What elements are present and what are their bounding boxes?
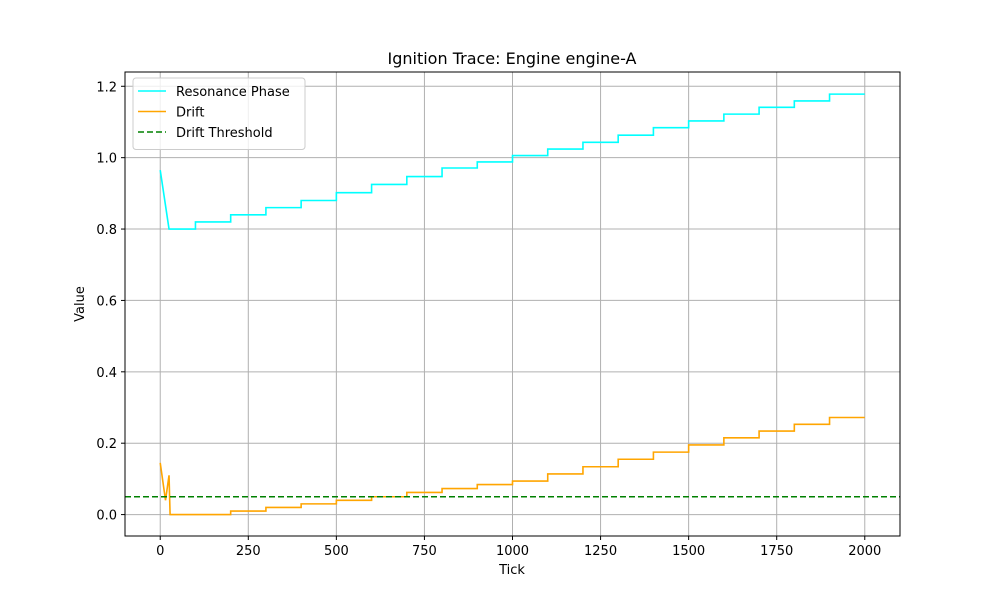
y-tick-label: 0.6 xyxy=(96,294,117,309)
y-tick-label: 0.2 xyxy=(96,437,117,452)
chart-title: Ignition Trace: Engine engine-A xyxy=(388,49,637,68)
legend-box xyxy=(132,77,306,150)
x-tick-label: 1750 xyxy=(760,544,793,559)
x-axis-label: Tick xyxy=(498,563,525,578)
x-tick-label: 1000 xyxy=(496,544,529,559)
x-tick-label: 500 xyxy=(324,544,349,559)
ticks: 0 250 500 750 1000 1250 1500 1750 2000 0.0 0.2 0.4 0… xyxy=(96,80,881,559)
x-tick-label: 1250 xyxy=(584,544,617,559)
x-tick-label: 0 xyxy=(156,544,164,559)
drift-line xyxy=(159,416,865,516)
y-tick-label: 1.0 xyxy=(96,152,117,167)
resonance-phase-line xyxy=(159,93,865,230)
x-tick-label: 1500 xyxy=(672,544,705,559)
x-tick-label: 750 xyxy=(412,544,437,559)
y-tick-label: 0.8 xyxy=(96,223,117,238)
x-tick-label: 250 xyxy=(236,544,261,559)
legend: Resonance Phase Drift Drift Threshold xyxy=(132,77,306,150)
y-axis-label: Value xyxy=(73,286,88,322)
legend-label-drift-threshold: Drift Threshold xyxy=(176,126,273,141)
legend-label-drift: Drift xyxy=(176,106,204,121)
legend-label-resonance-phase: Resonance Phase xyxy=(176,85,290,100)
series-layer xyxy=(125,93,900,516)
x-tick-label: 2000 xyxy=(848,544,881,559)
y-tick-label: 0.0 xyxy=(96,509,117,524)
y-tick-label: 0.4 xyxy=(96,366,117,381)
y-tick-label: 1.2 xyxy=(96,80,117,95)
